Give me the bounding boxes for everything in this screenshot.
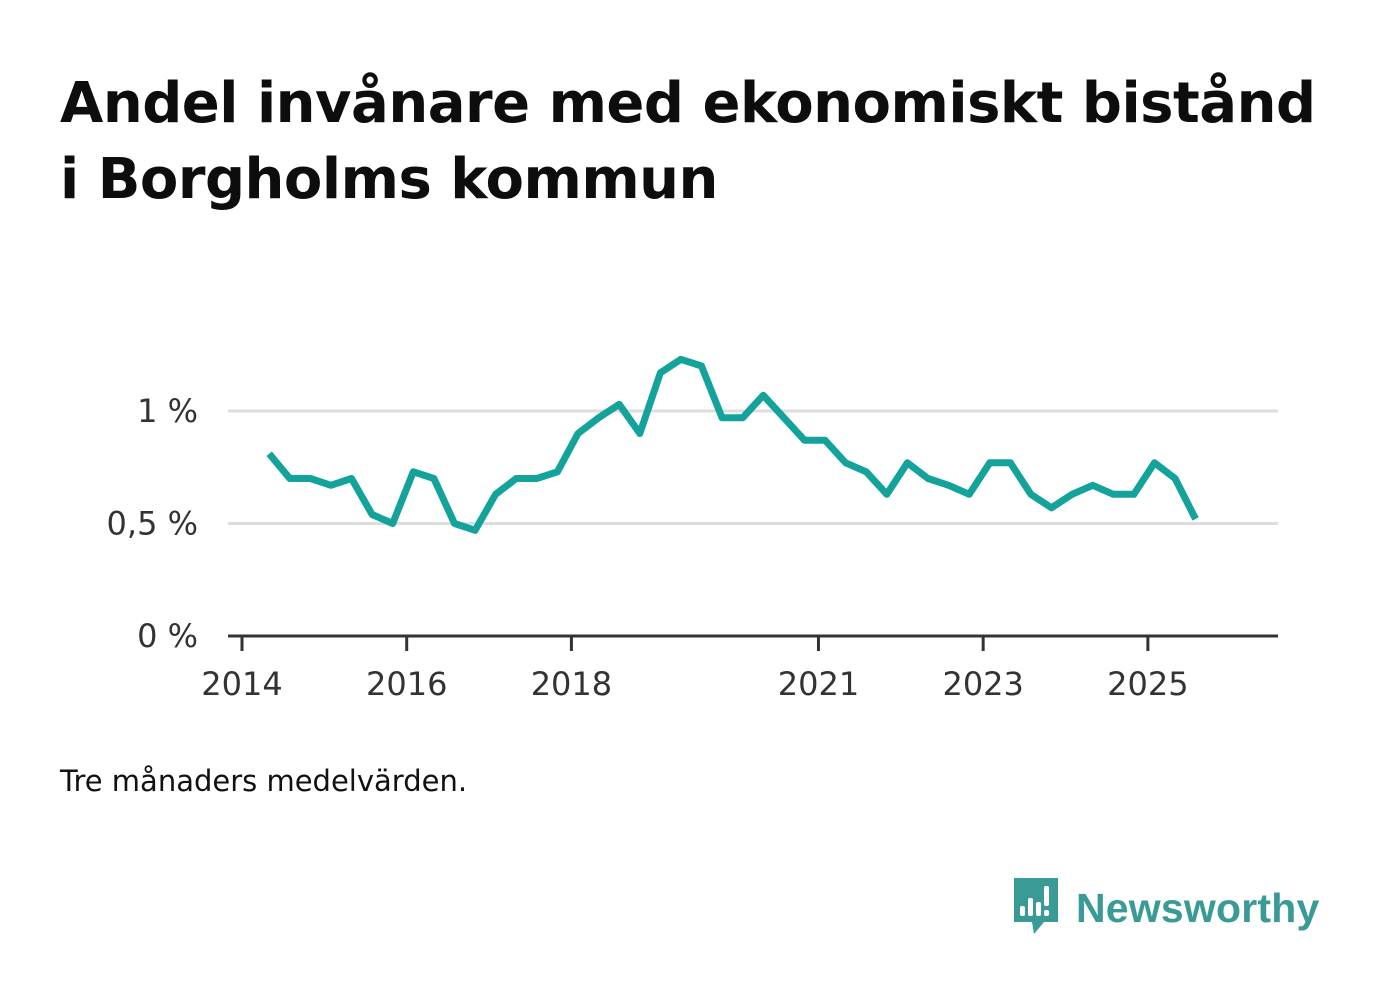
brand-name: Newsworthy <box>1076 884 1320 931</box>
series-line <box>266 355 1199 534</box>
x-tick-label: 2018 <box>531 665 612 703</box>
y-tick-label: 1 % <box>137 392 198 430</box>
x-tick-label: 2016 <box>366 665 447 703</box>
brand-logo: Newsworthy <box>1010 876 1320 940</box>
newsworthy-bar-chart-icon <box>1014 878 1058 934</box>
x-axis: 2014 2016 2018 2021 2023 2025 <box>201 634 1278 703</box>
y-tick-label: 0,5 % <box>107 505 198 543</box>
x-tick-label: 2025 <box>1107 665 1188 703</box>
series-layer <box>266 355 1199 534</box>
x-tick-label: 2023 <box>942 665 1023 703</box>
chart-title: Andel invånare med ekonomiskt bistånd i … <box>60 71 1316 212</box>
y-axis: 0 % 0,5 % 1 % <box>107 392 198 655</box>
grid-layer <box>228 409 1278 525</box>
x-tick-label: 2021 <box>778 665 859 703</box>
chart-caption: Tre månaders medelvärden. <box>60 764 468 798</box>
y-tick-label: 0 % <box>137 617 198 655</box>
x-tick-label: 2014 <box>201 665 282 703</box>
